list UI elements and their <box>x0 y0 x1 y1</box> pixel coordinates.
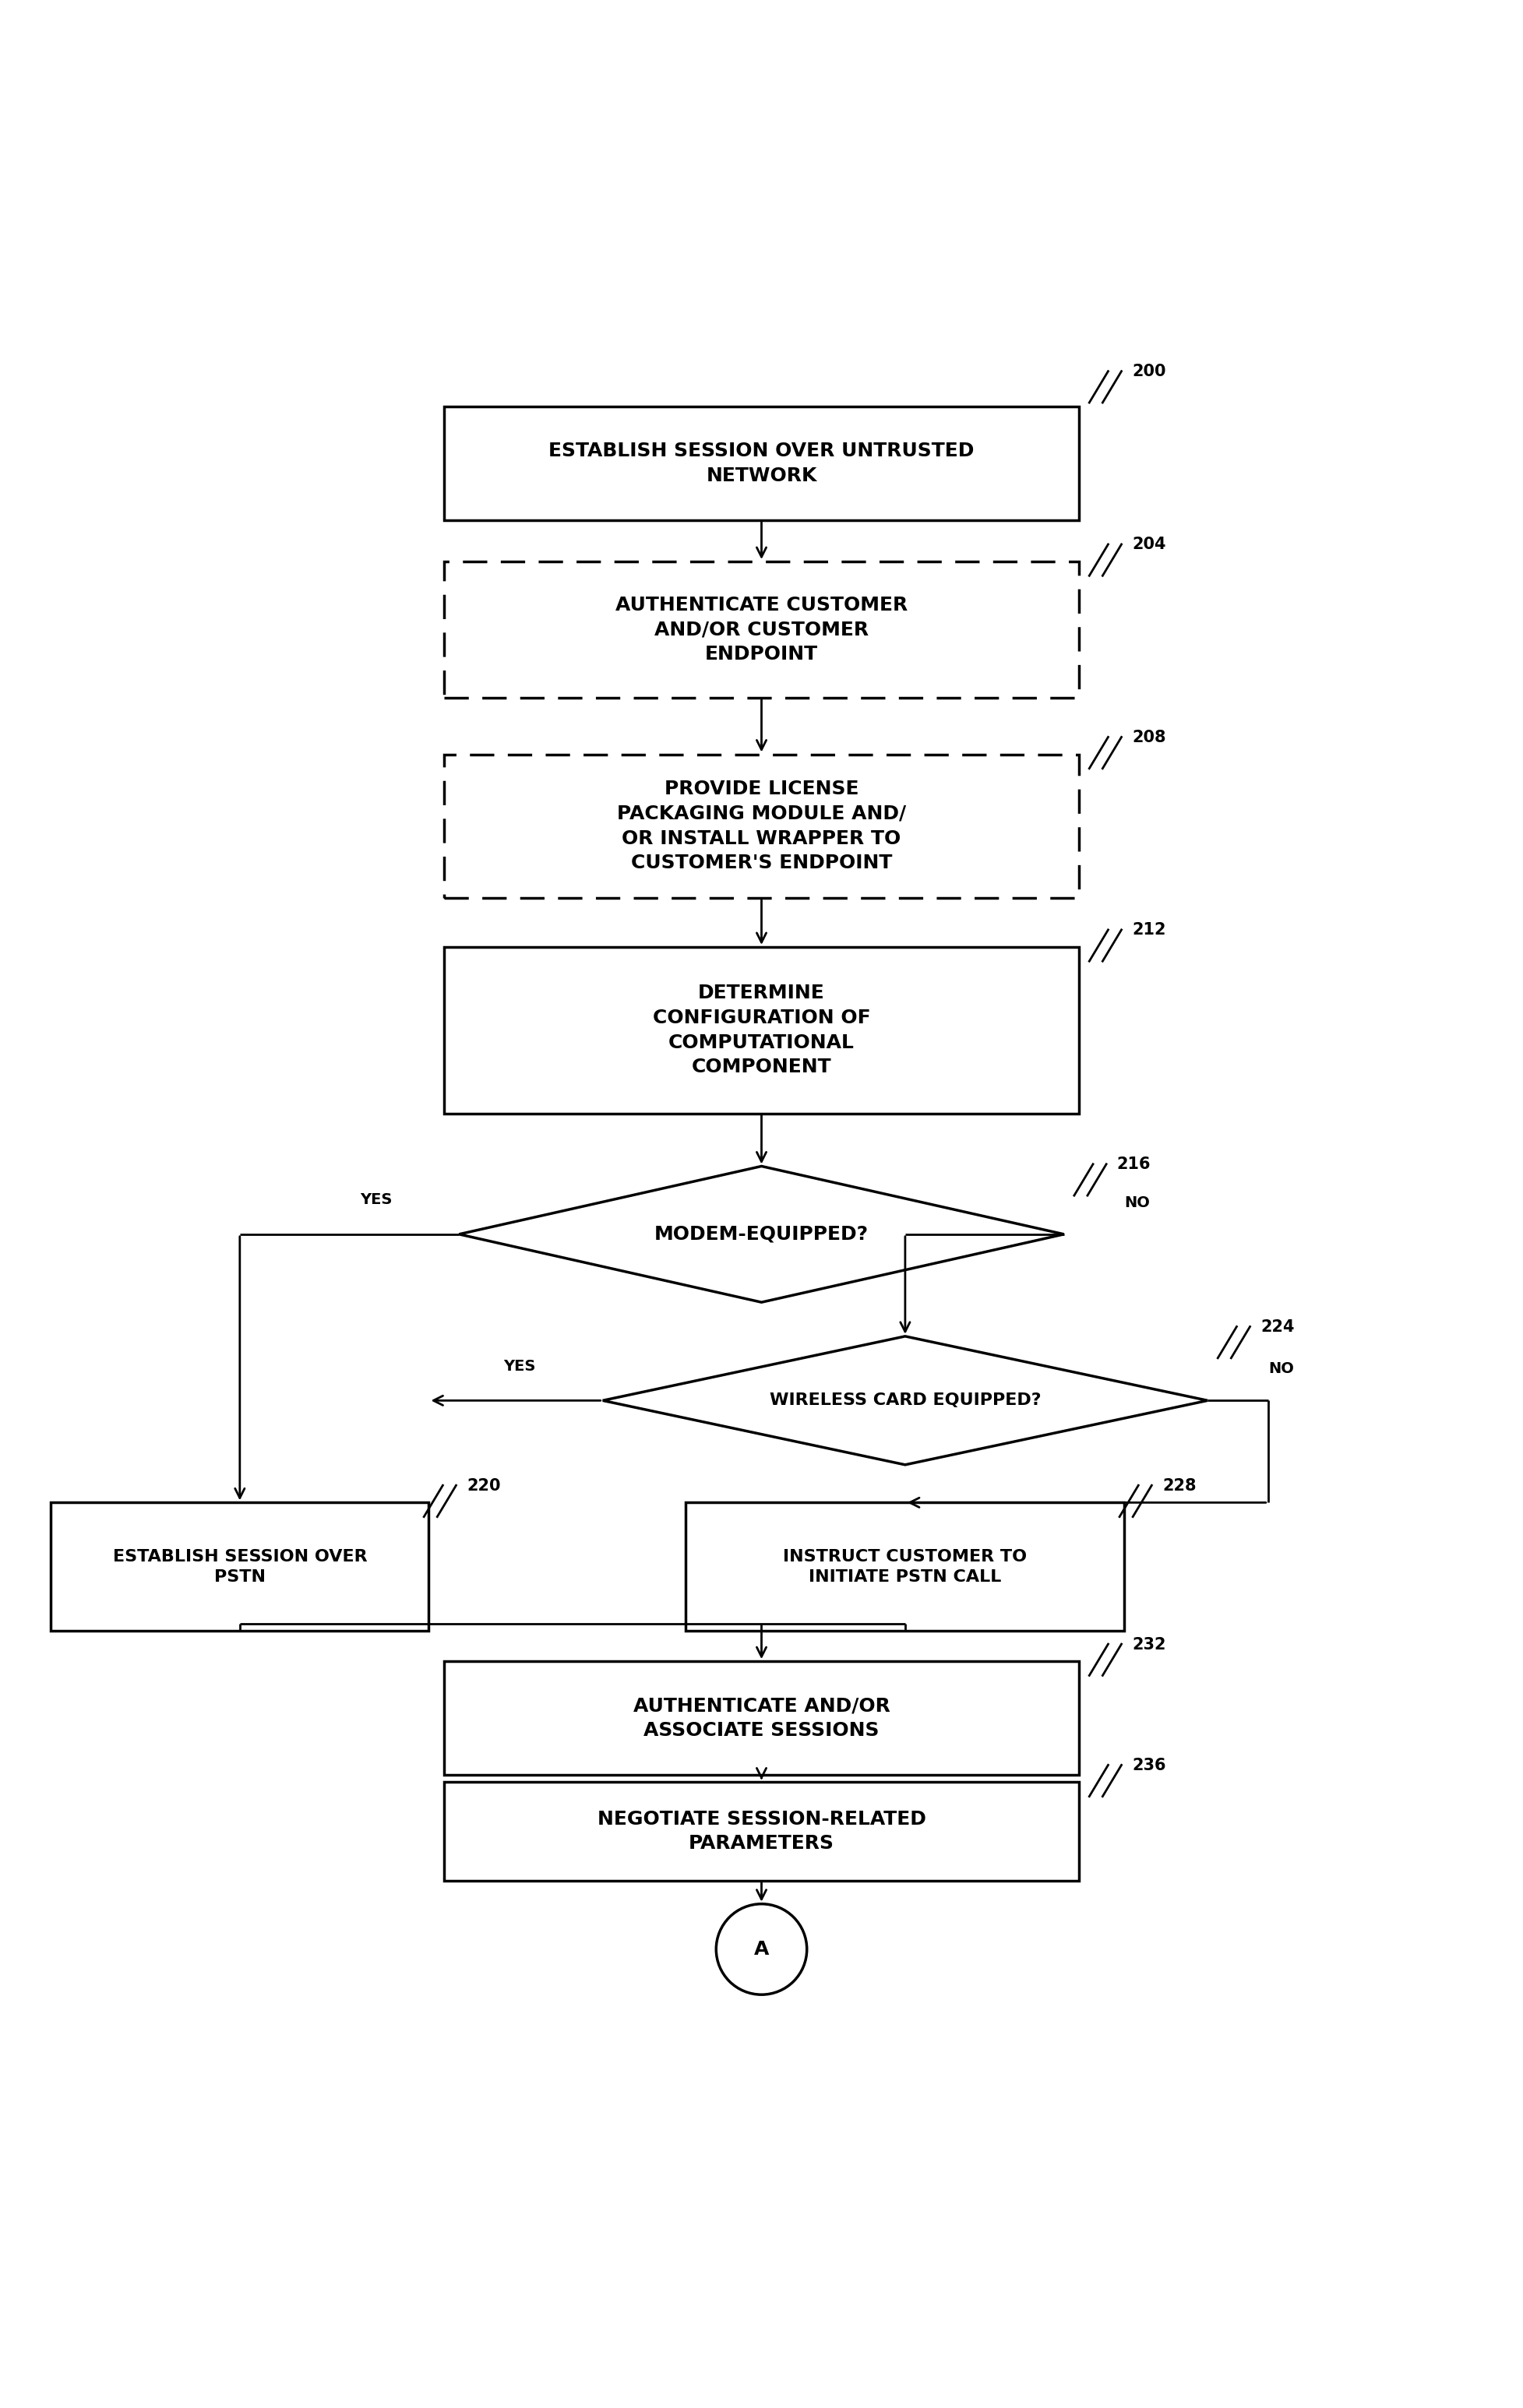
Text: 200: 200 <box>1132 364 1167 380</box>
Text: AUTHENTICATE AND/OR
ASSOCIATE SESSIONS: AUTHENTICATE AND/OR ASSOCIATE SESSIONS <box>634 1695 889 1739</box>
Text: ESTABLISH SESSION OVER
PSTN: ESTABLISH SESSION OVER PSTN <box>113 1548 367 1584</box>
Bar <box>443 1782 1080 1881</box>
Bar <box>443 754 1080 898</box>
Bar <box>443 561 1080 698</box>
Text: 212: 212 <box>1132 922 1167 939</box>
Text: ESTABLISH SESSION OVER UNTRUSTED
NETWORK: ESTABLISH SESSION OVER UNTRUSTED NETWORK <box>548 441 975 484</box>
Text: 224: 224 <box>1261 1320 1295 1334</box>
Text: DETERMINE
CONFIGURATION OF
COMPUTATIONAL
COMPONENT: DETERMINE CONFIGURATION OF COMPUTATIONAL… <box>652 985 871 1076</box>
Text: 228: 228 <box>1162 1479 1196 1493</box>
Text: 216: 216 <box>1116 1156 1151 1173</box>
Text: YES: YES <box>359 1192 391 1206</box>
Bar <box>685 1503 1124 1630</box>
Text: NO: NO <box>1124 1194 1150 1211</box>
Text: 208: 208 <box>1132 730 1167 744</box>
Text: YES: YES <box>504 1358 536 1373</box>
Text: NO: NO <box>1269 1361 1293 1377</box>
Bar <box>443 946 1080 1112</box>
Text: A: A <box>754 1941 769 1958</box>
Bar <box>50 1503 429 1630</box>
Text: NEGOTIATE SESSION-RELATED
PARAMETERS: NEGOTIATE SESSION-RELATED PARAMETERS <box>597 1811 926 1854</box>
Text: AUTHENTICATE CUSTOMER
AND/OR CUSTOMER
ENDPOINT: AUTHENTICATE CUSTOMER AND/OR CUSTOMER EN… <box>615 595 908 665</box>
Text: WIRELESS CARD EQUIPPED?: WIRELESS CARD EQUIPPED? <box>769 1392 1040 1409</box>
Bar <box>443 1662 1080 1775</box>
Text: MODEM-EQUIPPED?: MODEM-EQUIPPED? <box>655 1226 868 1243</box>
Text: 232: 232 <box>1132 1637 1167 1652</box>
Bar <box>443 407 1080 520</box>
Text: 220: 220 <box>466 1479 501 1493</box>
Text: INSTRUCT CUSTOMER TO
INITIATE PSTN CALL: INSTRUCT CUSTOMER TO INITIATE PSTN CALL <box>783 1548 1027 1584</box>
Text: PROVIDE LICENSE
PACKAGING MODULE AND/
OR INSTALL WRAPPER TO
CUSTOMER'S ENDPOINT: PROVIDE LICENSE PACKAGING MODULE AND/ OR… <box>617 780 906 872</box>
Text: 204: 204 <box>1132 537 1167 551</box>
Text: 236: 236 <box>1132 1758 1167 1772</box>
